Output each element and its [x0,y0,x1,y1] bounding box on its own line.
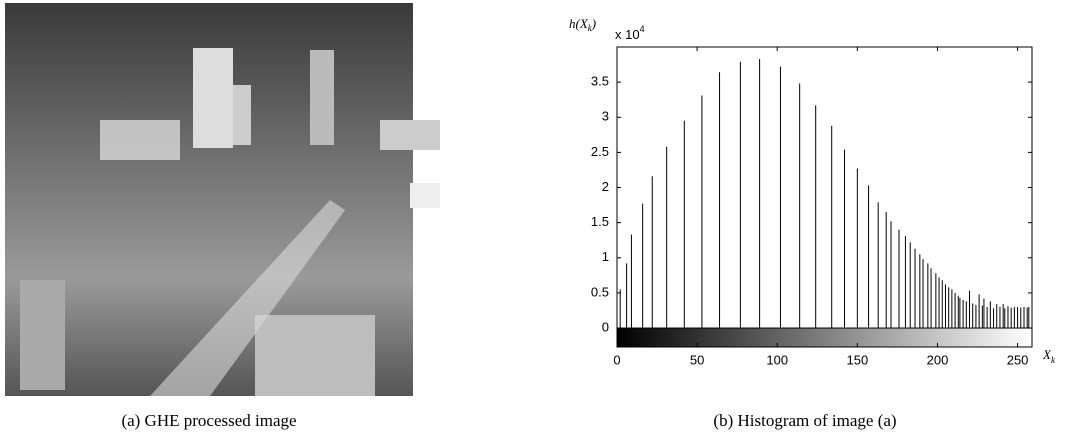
y-axis-label-sub: k [588,23,593,33]
x-axis-label-sub: k [1051,355,1056,365]
y-axis-label-close: ) [591,16,596,31]
scale-label: x 104 [615,24,645,42]
y-axis-label-main: h(X [569,16,589,31]
x-tick-label: 50 [690,352,704,367]
photo [5,3,440,396]
colorbar [616,327,1033,348]
y-tick-label: 1 [602,249,609,264]
x-tick-label: 0 [613,352,620,367]
y-axis-label: h(Xk) [569,16,596,33]
plot-frame [616,46,1033,348]
x-tick-label: 150 [846,352,868,367]
x-tick-label: 100 [766,352,788,367]
y-tick-label: 3.5 [591,74,609,89]
x-axis-label: Xk [1042,347,1056,365]
x-tick-label: 200 [927,352,949,367]
scale-base: x 10 [615,27,640,42]
y-tick-label: 2.5 [591,144,609,159]
y-tick-label: 0.5 [591,284,609,299]
caption: (a) GHE processed image [121,411,296,430]
x-tick-label: 250 [1007,352,1029,367]
y-tick-label: 3 [602,109,609,124]
caption: (b) Histogram of image (a) [713,411,896,430]
y-tick-label: 2 [602,179,609,194]
y-tick-label: 1.5 [591,214,609,229]
y-tick-label: 0 [602,319,609,334]
scale-exp: 4 [640,24,645,34]
x-axis-label-main: X [1042,347,1052,362]
